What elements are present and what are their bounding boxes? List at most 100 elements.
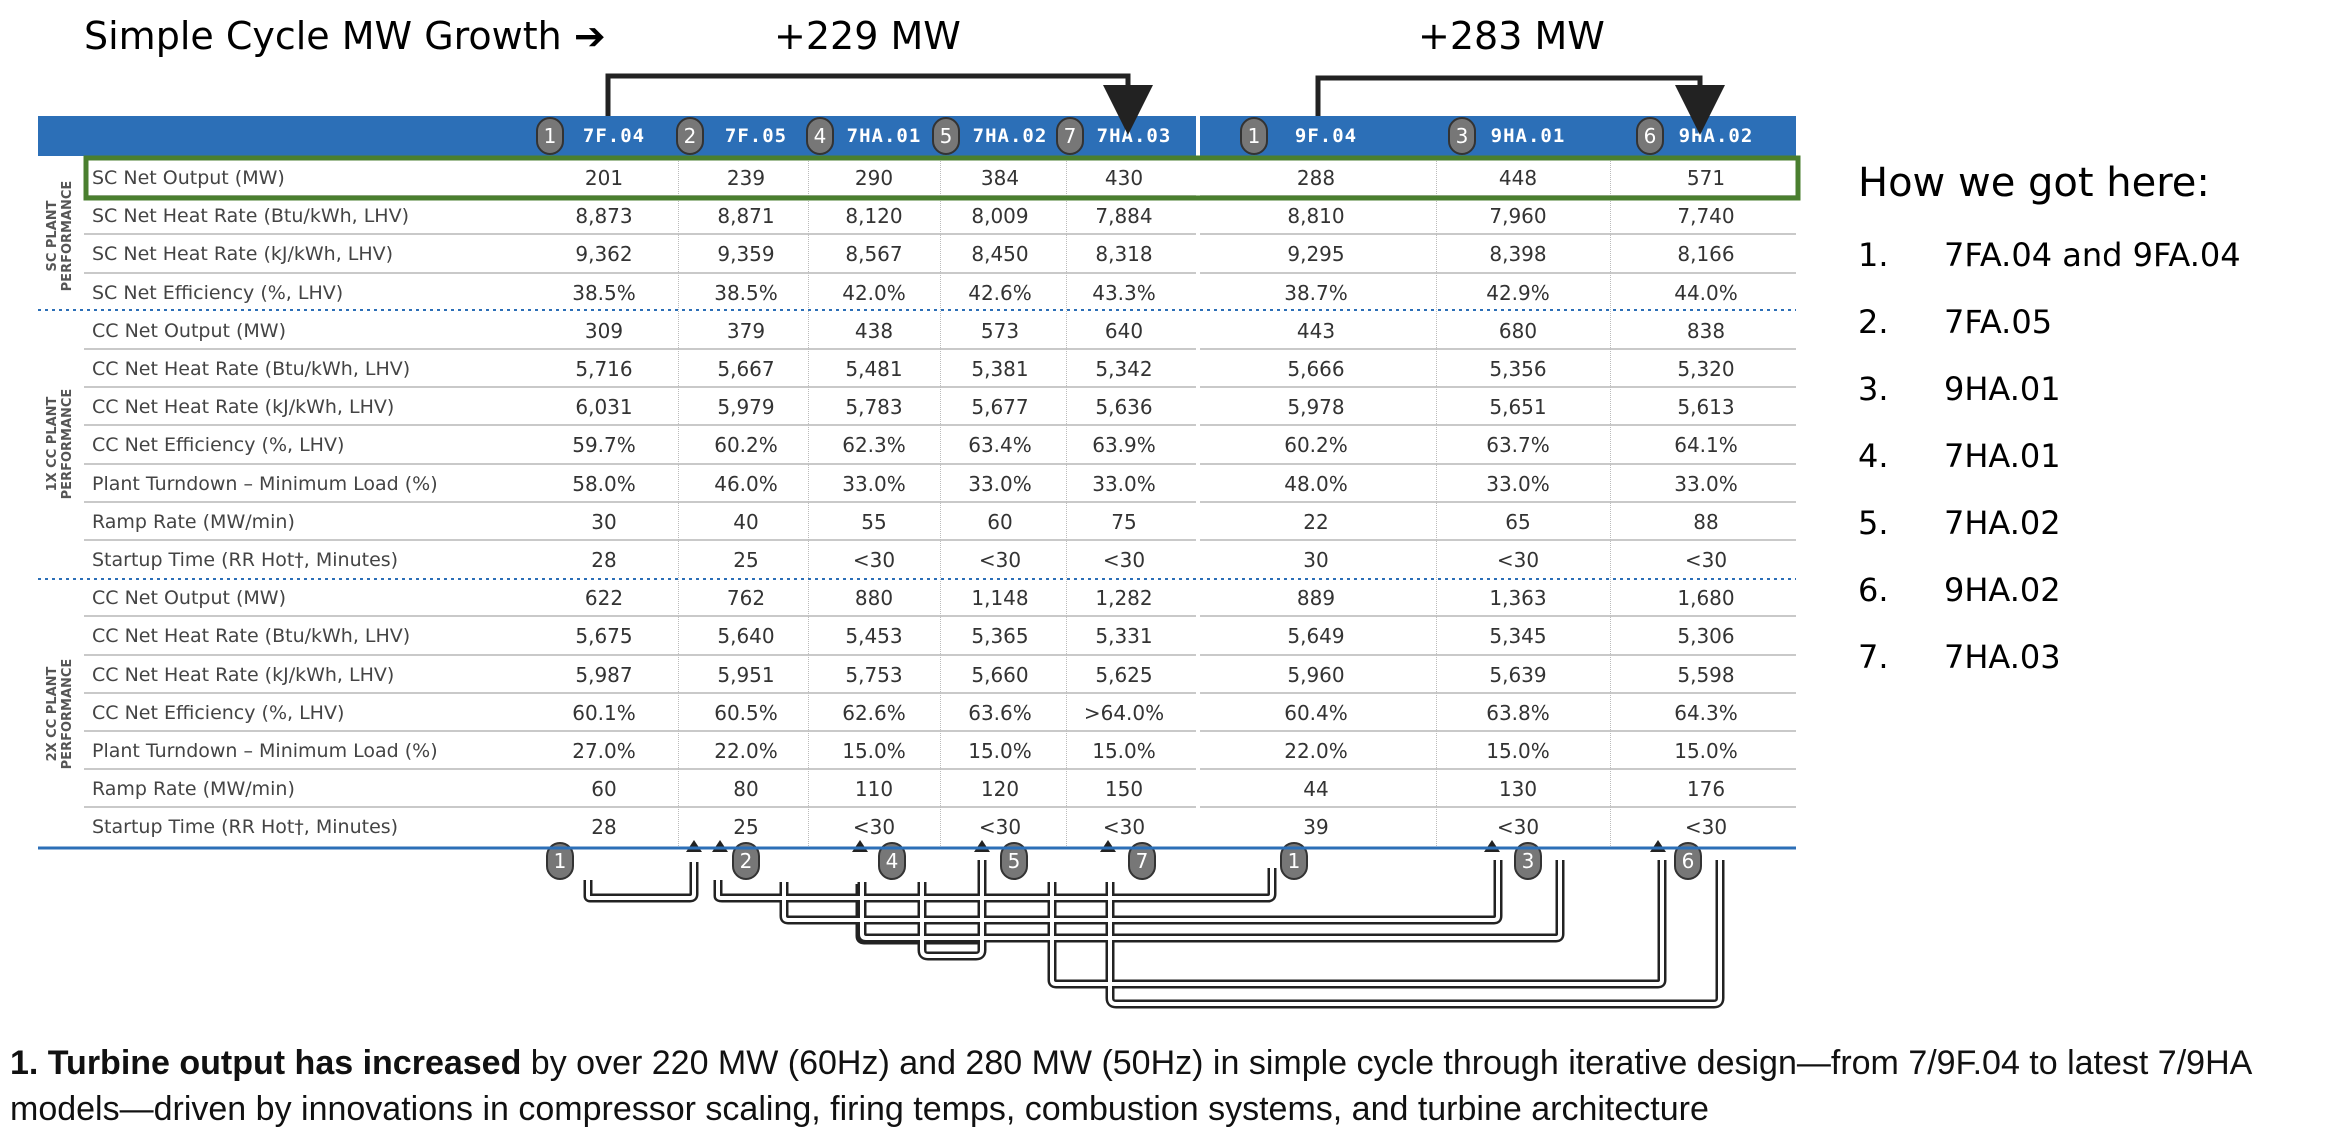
table-cell: 8,873 bbox=[575, 204, 633, 229]
table-cell: 1,282 bbox=[1095, 586, 1153, 611]
table-cell: 8,166 bbox=[1677, 242, 1735, 267]
table-cell: 43.3% bbox=[1092, 280, 1156, 305]
header-order-badge: 1 bbox=[536, 117, 564, 155]
table-cell: 33.0% bbox=[1092, 471, 1156, 496]
list-item-text: 7HA.01 bbox=[1944, 437, 2061, 475]
row-label: SC Net Heat Rate (Btu/kWh, LHV) bbox=[92, 205, 410, 228]
table-cell: 5,381 bbox=[971, 357, 1029, 381]
table-cell: 75 bbox=[1111, 509, 1137, 534]
table-cell: <30 bbox=[1102, 548, 1146, 572]
table-cell: <30 bbox=[978, 815, 1022, 840]
table-cell: <30 bbox=[1496, 548, 1540, 572]
table-cell: 430 bbox=[1104, 166, 1144, 190]
table-cell: 55 bbox=[861, 509, 887, 534]
row-label: CC Net Efficiency (%, LHV) bbox=[92, 434, 345, 457]
row-label: CC Net Heat Rate (Btu/kWh, LHV) bbox=[92, 625, 411, 648]
table-cell: 176 bbox=[1686, 777, 1726, 802]
table-cell: 9,362 bbox=[575, 242, 633, 267]
table-cell: 60 bbox=[591, 777, 617, 802]
table-cell: 60 bbox=[987, 509, 1013, 534]
delta-60hz-label: +229 MW bbox=[774, 14, 961, 58]
column-separator bbox=[1436, 158, 1437, 846]
column-header-7ha-02: 7HA.02 bbox=[972, 125, 1048, 147]
column-header-9ha-01: 9HA.01 bbox=[1490, 125, 1566, 147]
header-order-badge: 5 bbox=[932, 117, 960, 155]
section-label-line1: 2X CC PLANT bbox=[45, 666, 60, 762]
table-cell: 1,363 bbox=[1489, 586, 1547, 611]
table-cell: 44 bbox=[1303, 777, 1329, 802]
row-label: Ramp Rate (MW/min) bbox=[92, 510, 295, 533]
list-item-number: 1. bbox=[1858, 236, 1889, 274]
table-cell: 63.4% bbox=[968, 433, 1032, 458]
table-cell: 5,613 bbox=[1677, 395, 1735, 420]
table-cell: <30 bbox=[1102, 815, 1146, 840]
table-cell: 64.3% bbox=[1674, 700, 1738, 725]
table-cell: 60.2% bbox=[1284, 433, 1348, 458]
table-cell: 5,716 bbox=[575, 357, 633, 381]
table-row: CC Net Heat Rate (Btu/kWh, LHV) 5,675 5,64… bbox=[84, 617, 1796, 656]
caption: 1. Turbine output has increased by over … bbox=[10, 1040, 2320, 1132]
table-cell: 880 bbox=[854, 586, 894, 611]
table-cell: 60.5% bbox=[714, 700, 778, 725]
table-cell: 30 bbox=[1303, 548, 1329, 572]
table-cell: 5,453 bbox=[845, 624, 903, 649]
column-header-7ha-03: 7HA.03 bbox=[1096, 125, 1172, 147]
table-cell: 8,450 bbox=[971, 242, 1029, 267]
table-row: Startup Time (RR Hot†, Minutes) 28 25 <30 <3… bbox=[84, 808, 1796, 844]
table-cell: 15.0% bbox=[968, 739, 1032, 763]
bottom-order-badge: 1 bbox=[546, 842, 574, 880]
table-cell: 5,640 bbox=[717, 624, 775, 649]
table-cell: 5,666 bbox=[1287, 357, 1345, 381]
column-header-9f-04: 9F.04 bbox=[1294, 125, 1358, 147]
table-cell: 48.0% bbox=[1284, 471, 1348, 496]
table-cell: 290 bbox=[854, 166, 894, 190]
list-item-text: 7FA.04 and 9FA.04 bbox=[1944, 236, 2241, 274]
table-cell: 5,651 bbox=[1489, 395, 1547, 420]
table-cell: 762 bbox=[726, 586, 766, 611]
table-cell: 5,960 bbox=[1287, 662, 1345, 687]
column-header-7f-05: 7F.05 bbox=[724, 125, 788, 147]
row-label: SC Net Output (MW) bbox=[92, 167, 285, 189]
top-arrow-50hz bbox=[1315, 75, 1725, 135]
table-cell: 39 bbox=[1303, 815, 1329, 840]
table-cell: 7,740 bbox=[1677, 204, 1735, 229]
row-label: CC Net Output (MW) bbox=[92, 587, 287, 610]
row-label: CC Net Heat Rate (Btu/kWh, LHV) bbox=[92, 358, 411, 380]
table-row: Startup Time (RR Hot†, Minutes) 28 25 <30 <3… bbox=[84, 541, 1796, 577]
table-cell: 22 bbox=[1303, 509, 1329, 534]
table-cell: 33.0% bbox=[1486, 471, 1550, 496]
row-label: SC Net Efficiency (%, LHV) bbox=[92, 281, 344, 304]
table-row: CC Net Efficiency (%, LHV) 59.7% 60.2% 62.3… bbox=[84, 426, 1796, 465]
table-row: Plant Turndown – Minimum Load (%) 58.0% 46… bbox=[84, 465, 1796, 503]
caption-rest: by over 220 MW (60Hz) and 280 MW (50Hz) … bbox=[10, 1044, 2251, 1128]
table-cell: 46.0% bbox=[714, 471, 778, 496]
table-cell: 64.1% bbox=[1674, 433, 1738, 458]
table-cell: 58.0% bbox=[572, 471, 636, 496]
table-cell: 5,783 bbox=[845, 395, 903, 420]
table-cell: 130 bbox=[1498, 777, 1538, 802]
table-cell: 62.3% bbox=[842, 433, 906, 458]
list-item-text: 9HA.01 bbox=[1944, 370, 2061, 408]
bottom-order-badge: 3 bbox=[1514, 842, 1542, 880]
table-cell: 5,481 bbox=[845, 357, 903, 381]
section-label: SC PLANT PERFORMANCE bbox=[45, 176, 75, 296]
table-cell: 8,318 bbox=[1095, 242, 1153, 267]
table-cell: 5,320 bbox=[1677, 357, 1735, 381]
table-cell: 88 bbox=[1693, 509, 1719, 534]
table-cell: 44.0% bbox=[1674, 280, 1738, 305]
table-cell: 5,306 bbox=[1677, 624, 1735, 649]
row-label: Plant Turndown – Minimum Load (%) bbox=[92, 740, 438, 762]
table-cell: 28 bbox=[591, 548, 617, 572]
row-label: CC Net Heat Rate (kJ/kWh, LHV) bbox=[92, 396, 395, 419]
table-row: SC Net Efficiency (%, LHV) 38.5% 38.5% 42.0… bbox=[84, 274, 1796, 310]
list-item-number: 6. bbox=[1858, 571, 1889, 609]
table-cell: 65 bbox=[1505, 509, 1531, 534]
row-label: Plant Turndown – Minimum Load (%) bbox=[92, 472, 438, 495]
header-bar-60hz bbox=[38, 116, 1196, 156]
header-order-badge: 7 bbox=[1056, 117, 1084, 155]
column-separator bbox=[808, 158, 809, 846]
row-label: Startup Time (RR Hot†, Minutes) bbox=[92, 549, 399, 571]
table-cell: 8,567 bbox=[845, 242, 903, 267]
table-cell: 5,331 bbox=[1095, 624, 1153, 649]
table-cell: 5,356 bbox=[1489, 357, 1547, 381]
